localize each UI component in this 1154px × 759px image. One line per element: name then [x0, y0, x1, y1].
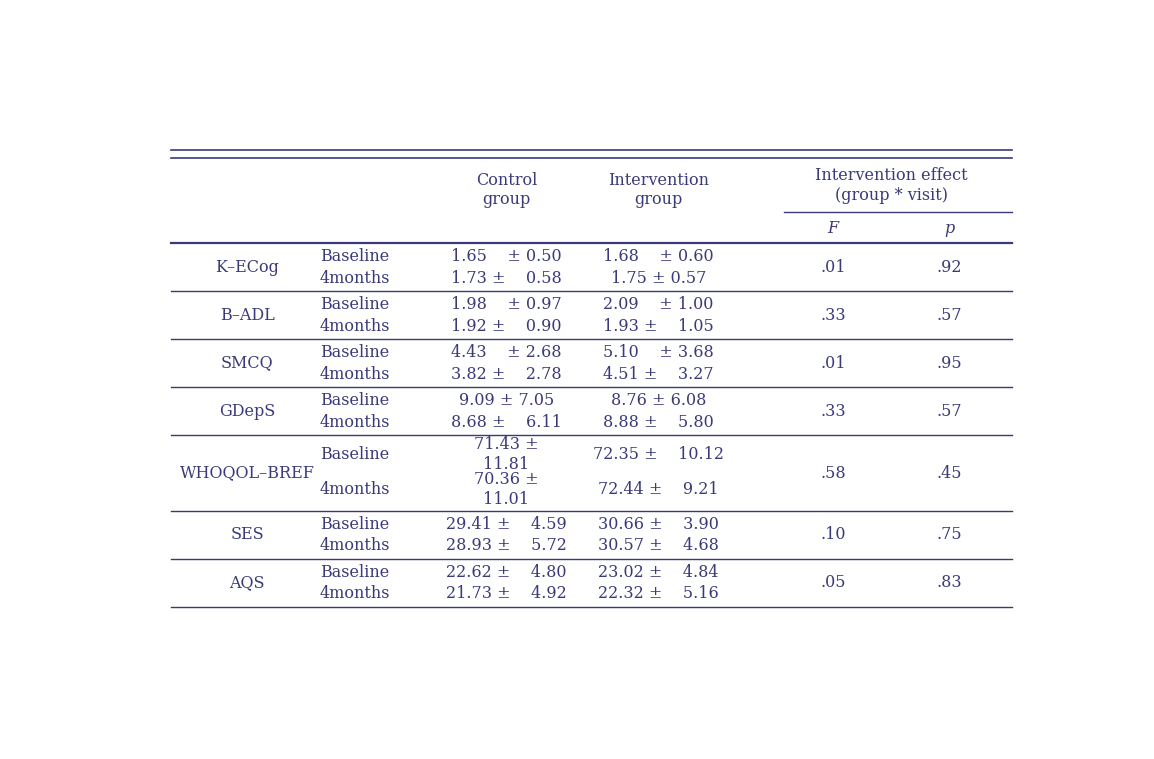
Text: 71.43 ±
11.81: 71.43 ± 11.81: [474, 436, 539, 473]
Text: Baseline: Baseline: [320, 248, 389, 265]
Text: 8.76 ± 6.08: 8.76 ± 6.08: [610, 392, 706, 409]
Text: 4.51 ±    3.27: 4.51 ± 3.27: [604, 366, 714, 383]
Text: .57: .57: [936, 402, 962, 420]
Text: Intervention
group: Intervention group: [608, 172, 709, 209]
Text: .57: .57: [936, 307, 962, 323]
Text: SES: SES: [231, 527, 264, 543]
Text: .92: .92: [936, 259, 962, 276]
Text: 21.73 ±    4.92: 21.73 ± 4.92: [447, 585, 567, 603]
Text: .01: .01: [820, 354, 846, 372]
Text: SMCQ: SMCQ: [220, 354, 273, 372]
Text: Baseline: Baseline: [320, 564, 389, 581]
Text: 30.66 ±    3.90: 30.66 ± 3.90: [598, 516, 719, 533]
Text: 4months: 4months: [320, 318, 390, 335]
Text: .01: .01: [820, 259, 846, 276]
Text: 1.98    ± 0.97: 1.98 ± 0.97: [451, 296, 562, 313]
Text: .83: .83: [936, 575, 962, 591]
Text: Baseline: Baseline: [320, 296, 389, 313]
Text: Baseline: Baseline: [320, 446, 389, 463]
Text: 4months: 4months: [320, 269, 390, 287]
Text: .45: .45: [936, 465, 962, 481]
Text: 4months: 4months: [320, 585, 390, 603]
Text: 1.93 ±    1.05: 1.93 ± 1.05: [604, 318, 714, 335]
Text: K–ECog: K–ECog: [215, 259, 279, 276]
Text: 72.44 ±    9.21: 72.44 ± 9.21: [598, 481, 719, 498]
Text: 5.10    ± 3.68: 5.10 ± 3.68: [604, 344, 714, 361]
Text: 1.92 ±    0.90: 1.92 ± 0.90: [451, 318, 562, 335]
Text: 1.68    ± 0.60: 1.68 ± 0.60: [604, 248, 714, 265]
Text: GDepS: GDepS: [219, 402, 275, 420]
Text: .33: .33: [820, 307, 846, 323]
Text: 22.32 ±    5.16: 22.32 ± 5.16: [598, 585, 719, 603]
Text: .10: .10: [820, 527, 846, 543]
Text: WHOQOL–BREF: WHOQOL–BREF: [180, 465, 315, 481]
Text: Intervention effect
(group * visit): Intervention effect (group * visit): [815, 167, 967, 203]
Text: .95: .95: [936, 354, 962, 372]
Text: p: p: [944, 220, 954, 238]
Text: .05: .05: [820, 575, 846, 591]
Text: 4months: 4months: [320, 537, 390, 555]
Text: 3.82 ±    2.78: 3.82 ± 2.78: [451, 366, 562, 383]
Text: 70.36 ±
11.01: 70.36 ± 11.01: [474, 471, 539, 508]
Text: 8.68 ±    6.11: 8.68 ± 6.11: [451, 414, 562, 430]
Text: 4months: 4months: [320, 366, 390, 383]
Text: F: F: [827, 220, 839, 238]
Text: 2.09    ± 1.00: 2.09 ± 1.00: [604, 296, 713, 313]
Text: AQS: AQS: [230, 575, 265, 591]
Text: .33: .33: [820, 402, 846, 420]
Text: 72.35 ±    10.12: 72.35 ± 10.12: [593, 446, 724, 463]
Text: 4months: 4months: [320, 481, 390, 498]
Text: 4months: 4months: [320, 414, 390, 430]
Text: 4.43    ± 2.68: 4.43 ± 2.68: [451, 344, 562, 361]
Text: 23.02 ±    4.84: 23.02 ± 4.84: [598, 564, 719, 581]
Text: 22.62 ±    4.80: 22.62 ± 4.80: [447, 564, 567, 581]
Text: Baseline: Baseline: [320, 516, 389, 533]
Text: 8.88 ±    5.80: 8.88 ± 5.80: [604, 414, 714, 430]
Text: 1.75 ± 0.57: 1.75 ± 0.57: [610, 269, 706, 287]
Text: .58: .58: [820, 465, 846, 481]
Text: 1.73 ±    0.58: 1.73 ± 0.58: [451, 269, 562, 287]
Text: Baseline: Baseline: [320, 392, 389, 409]
Text: 9.09 ± 7.05: 9.09 ± 7.05: [459, 392, 554, 409]
Text: Baseline: Baseline: [320, 344, 389, 361]
Text: B–ADL: B–ADL: [219, 307, 275, 323]
Text: Control
group: Control group: [475, 172, 537, 209]
Text: 28.93 ±    5.72: 28.93 ± 5.72: [447, 537, 567, 555]
Text: 1.65    ± 0.50: 1.65 ± 0.50: [451, 248, 562, 265]
Text: 30.57 ±    4.68: 30.57 ± 4.68: [598, 537, 719, 555]
Text: 29.41 ±    4.59: 29.41 ± 4.59: [447, 516, 567, 533]
Text: .75: .75: [936, 527, 962, 543]
